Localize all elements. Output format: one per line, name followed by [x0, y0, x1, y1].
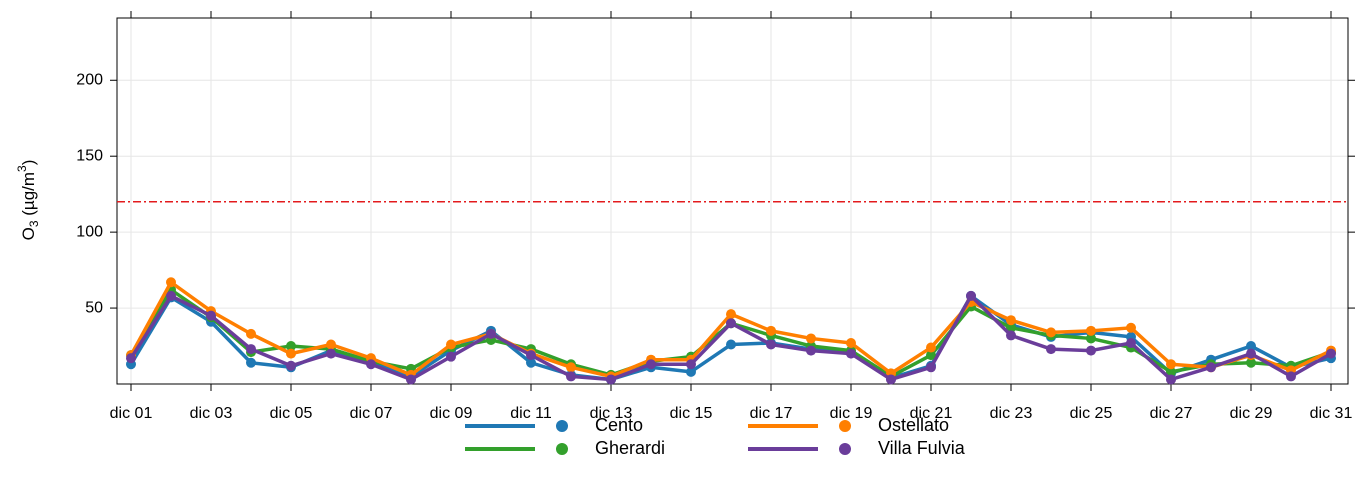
x-tick-label: dic 15	[670, 405, 713, 422]
data-point	[1166, 366, 1176, 377]
data-point	[926, 350, 936, 361]
data-point	[1086, 325, 1096, 336]
data-point	[286, 341, 296, 352]
data-point	[1286, 371, 1296, 382]
data-point	[806, 345, 816, 356]
data-point	[726, 309, 736, 320]
data-point	[406, 374, 416, 385]
x-tick-label: dic 31	[1310, 405, 1353, 422]
y-label-base: O	[19, 227, 38, 240]
data-point	[766, 325, 776, 336]
data-point	[846, 348, 856, 359]
legend-dot	[839, 420, 851, 432]
legend-label: Gherardi	[595, 438, 665, 458]
data-point	[126, 353, 136, 364]
data-point	[1326, 348, 1336, 359]
data-point	[326, 348, 336, 359]
x-tick-label: dic 09	[430, 405, 473, 422]
x-tick-label: dic 03	[190, 405, 233, 422]
legend-label: Villa Fulvia	[878, 438, 966, 458]
y-tick-label: 200	[76, 71, 103, 88]
data-point	[206, 310, 216, 321]
y-tick-label: 100	[76, 223, 103, 240]
data-point	[1246, 341, 1256, 352]
data-point	[726, 339, 736, 350]
data-point	[566, 362, 576, 373]
legend-dot	[839, 443, 851, 455]
x-tick-label: dic 01	[110, 405, 153, 422]
data-point	[246, 328, 256, 339]
data-point	[446, 339, 456, 350]
data-point	[166, 277, 176, 288]
data-point	[1166, 359, 1176, 370]
data-point	[606, 374, 616, 385]
x-tick-label: dic 07	[350, 405, 393, 422]
data-point	[526, 350, 536, 361]
legend-label: Ostellato	[878, 415, 949, 435]
data-point	[766, 339, 776, 350]
x-tick-label: dic 25	[1070, 405, 1113, 422]
x-tick-label: dic 17	[750, 405, 793, 422]
data-point	[286, 348, 296, 359]
data-point	[1046, 344, 1056, 355]
data-point	[246, 357, 256, 368]
y-label-close: )	[19, 160, 38, 166]
data-point	[1246, 357, 1256, 368]
data-point	[1246, 348, 1256, 359]
data-point	[286, 360, 296, 371]
legend-dot	[556, 443, 568, 455]
x-tick-label: dic 21	[910, 405, 953, 422]
data-point	[566, 371, 576, 382]
data-point	[326, 339, 336, 350]
x-tick-label: dic 27	[1150, 405, 1193, 422]
x-tick-label: dic 23	[990, 405, 1033, 422]
data-point	[1206, 362, 1216, 373]
data-point	[926, 362, 936, 373]
data-point	[966, 290, 976, 301]
y-axis-label: O3 (µg/m3)	[15, 160, 41, 241]
data-point	[886, 374, 896, 385]
data-point	[1126, 337, 1136, 348]
data-point	[806, 333, 816, 344]
y-tick-label: 150	[76, 147, 103, 164]
y-label-sub: 3	[27, 220, 41, 227]
x-tick-label: dic 05	[270, 405, 313, 422]
x-tick-label: dic 19	[830, 405, 873, 422]
data-point	[926, 342, 936, 353]
data-point	[446, 351, 456, 362]
legend-dot	[556, 420, 568, 432]
data-point	[486, 328, 496, 339]
data-point	[1126, 322, 1136, 333]
y-label-unit: (µg/m	[19, 172, 38, 221]
x-tick-label: dic 29	[1230, 405, 1273, 422]
y-label-sup: 3	[15, 165, 29, 172]
data-point	[846, 337, 856, 348]
x-tick-label: dic 11	[510, 405, 552, 422]
data-point	[1086, 345, 1096, 356]
data-point	[166, 290, 176, 301]
data-point	[1086, 333, 1096, 344]
data-point	[686, 359, 696, 370]
legend-label: Cento	[595, 415, 643, 435]
plot-frame	[116, 17, 1349, 385]
data-point	[726, 318, 736, 329]
data-point	[1046, 327, 1056, 338]
data-point	[366, 359, 376, 370]
data-point	[246, 344, 256, 355]
data-point	[1166, 374, 1176, 385]
data-point	[1006, 315, 1016, 326]
y-tick-label: 50	[85, 299, 103, 316]
x-tick-label: dic 13	[590, 405, 633, 422]
data-point	[686, 366, 696, 377]
data-point	[526, 357, 536, 368]
data-point	[646, 359, 656, 370]
data-point	[1006, 330, 1016, 341]
data-point	[1006, 322, 1016, 333]
